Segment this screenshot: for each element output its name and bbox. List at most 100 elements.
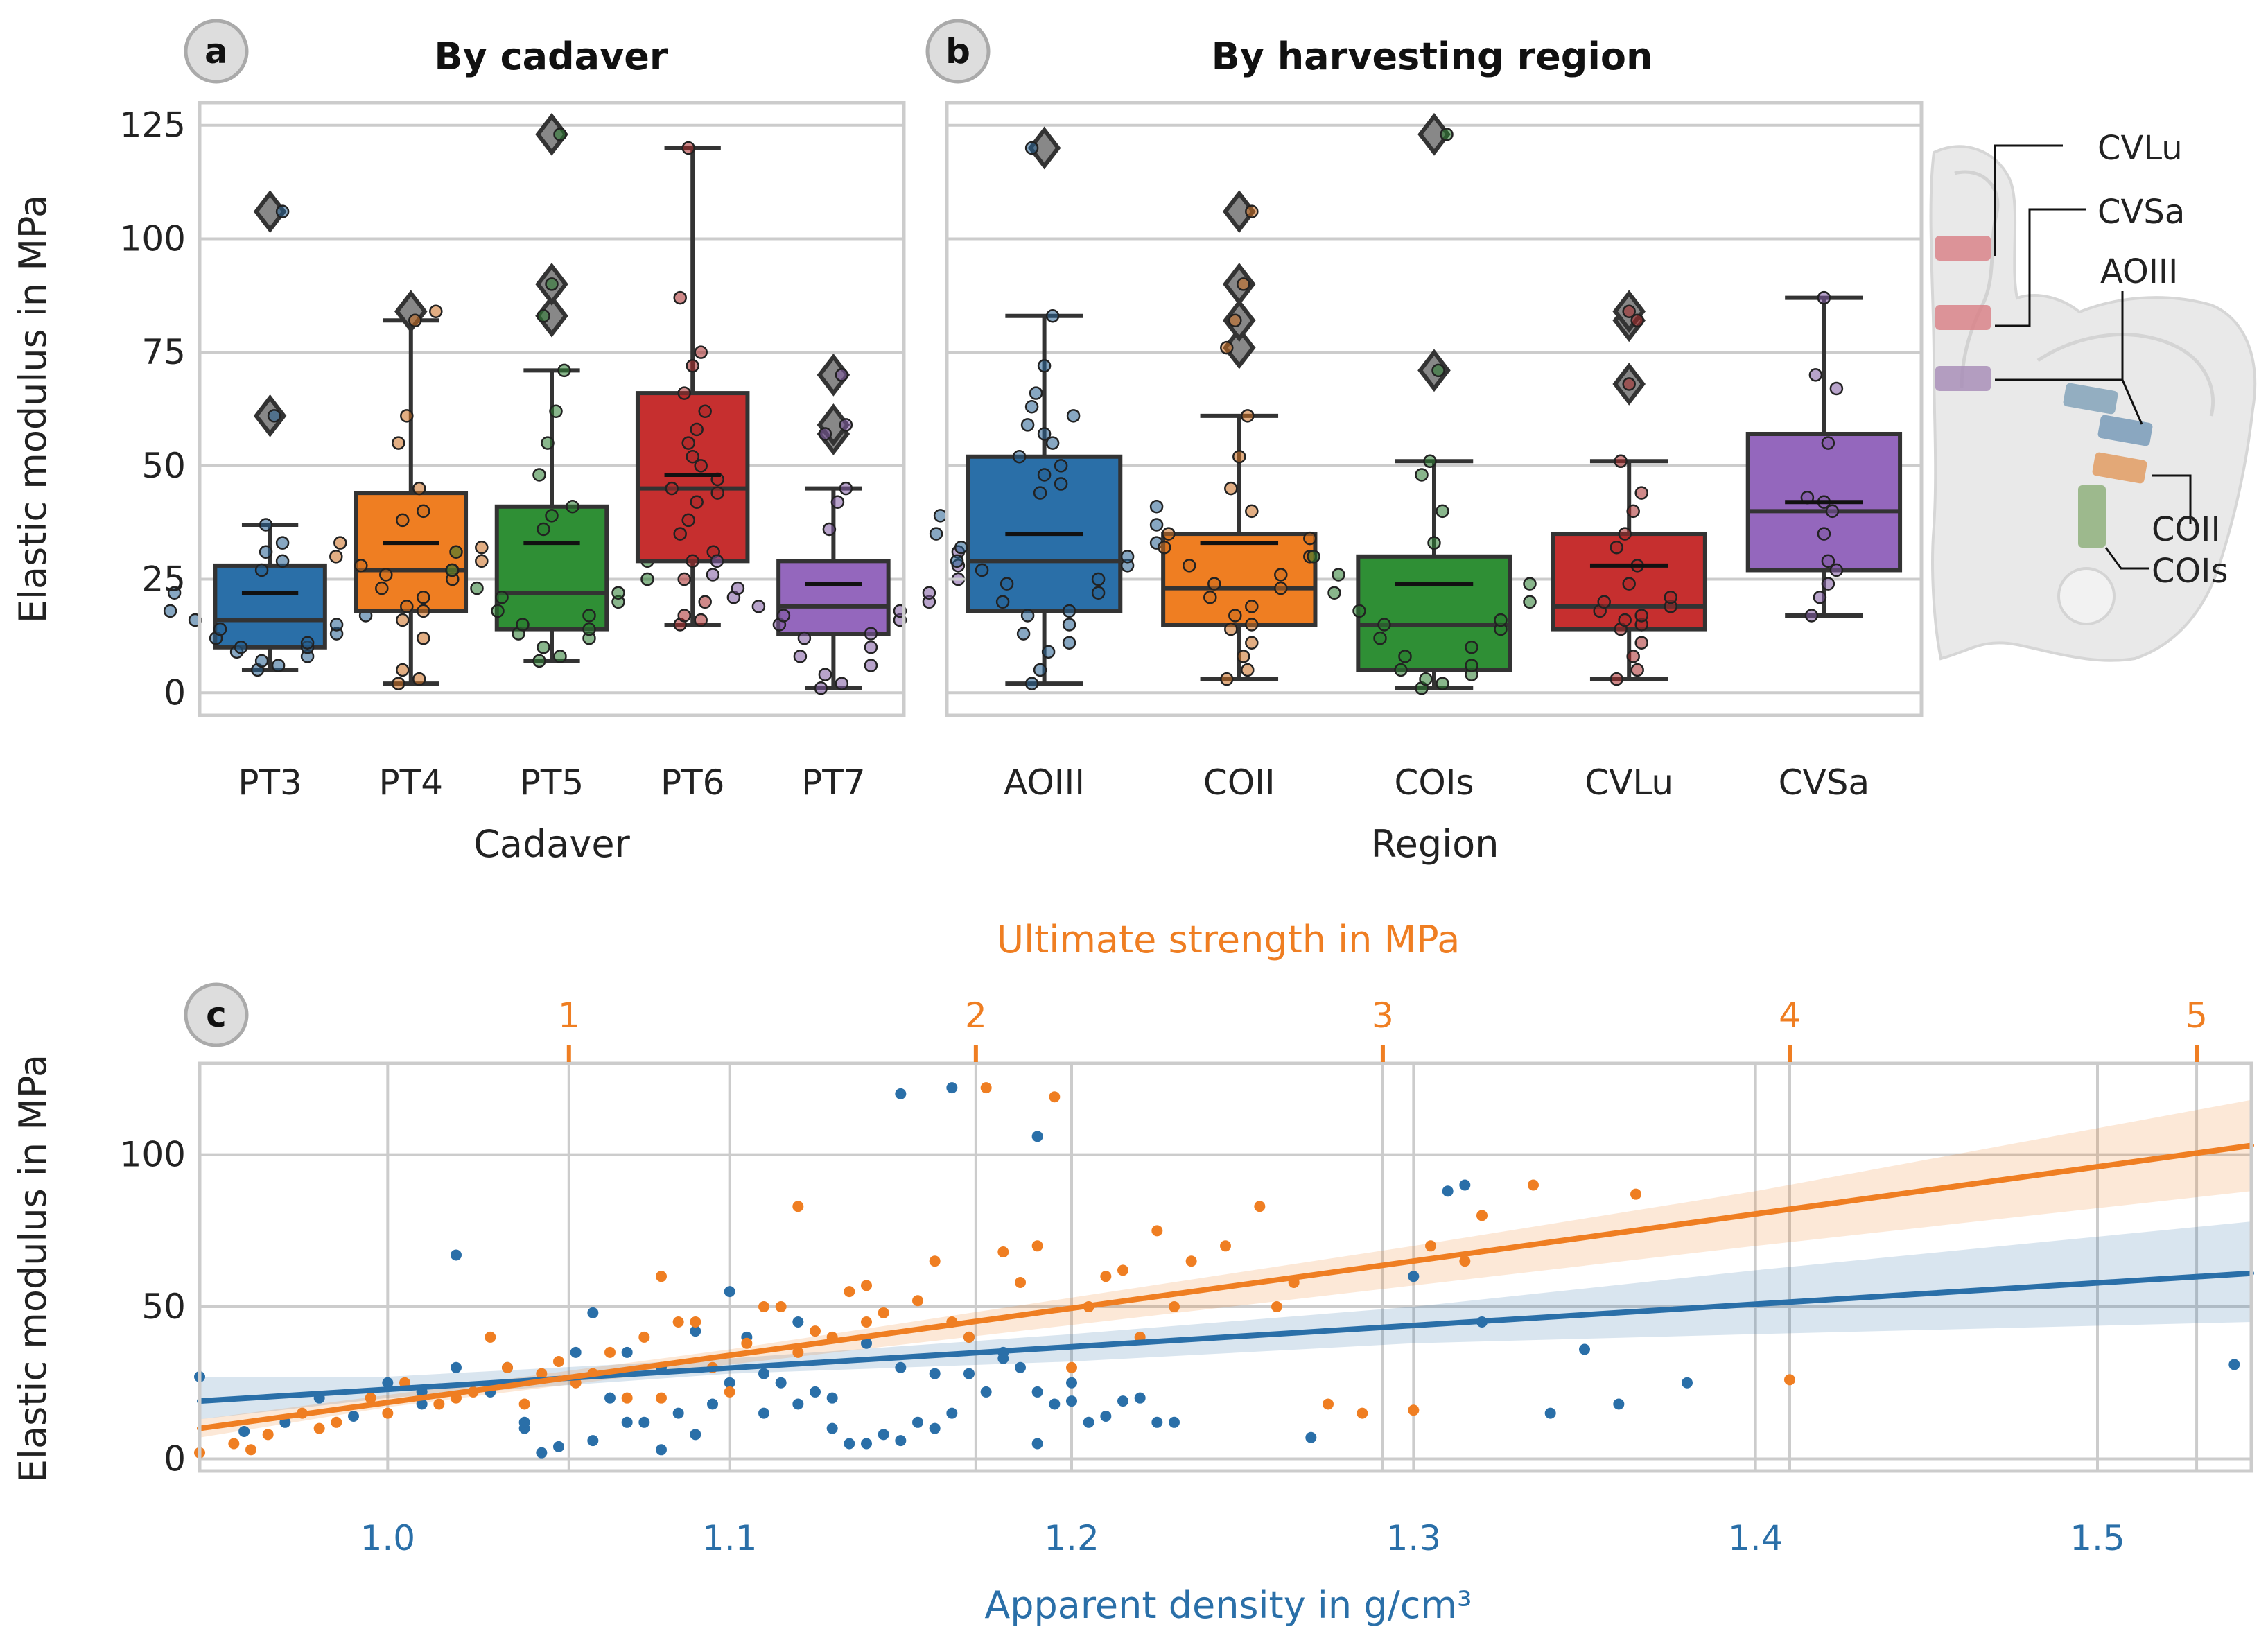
data-point (449, 545, 463, 559)
scatter-point (621, 1392, 633, 1404)
scatter-point (861, 1316, 872, 1328)
data-point (167, 586, 182, 600)
data-point (1054, 459, 1068, 473)
data-point (1012, 450, 1027, 464)
data-point (686, 359, 699, 373)
data-point (566, 500, 579, 514)
data-point (681, 513, 695, 528)
scatter-point (690, 1325, 701, 1337)
panel-b-badge (925, 19, 991, 84)
data-point (1332, 568, 1345, 582)
scatter-point (604, 1392, 616, 1404)
data-point (1091, 572, 1106, 586)
scatter-point (451, 1361, 462, 1373)
scatter-point (433, 1398, 445, 1410)
data-point (1245, 600, 1259, 613)
ytick-label-100: 100 (120, 218, 186, 259)
data-point (532, 468, 546, 482)
data-point (1033, 663, 1047, 677)
data-point (300, 636, 315, 650)
panel-c-top-xlabel: Ultimate strength in MPa (997, 918, 1460, 961)
outlier-diamond (394, 290, 428, 333)
panel-a-letter: a (204, 31, 228, 71)
data-point (1419, 672, 1433, 686)
scatter-point (946, 1082, 958, 1094)
annot-cois: COIs (2152, 552, 2228, 591)
scatter-point (1357, 1407, 1368, 1419)
panel-b: b By harvesting region AOIII COII COIs CVLu… (925, 19, 2257, 866)
outlier-diamond (1223, 190, 1256, 234)
data-point (686, 450, 699, 464)
scatter-point (1185, 1255, 1197, 1267)
data-point (1436, 677, 1449, 690)
data-point (797, 631, 812, 645)
data-point (1274, 568, 1288, 582)
data-point (1228, 313, 1242, 328)
scatter-point (2228, 1359, 2240, 1370)
scatter-point (1544, 1407, 1556, 1419)
scatter-point (1254, 1201, 1266, 1212)
scatter-point (758, 1368, 769, 1379)
data-point (545, 277, 559, 291)
data-point (1808, 368, 1823, 382)
data-point (408, 313, 422, 328)
data-point (1245, 504, 1259, 519)
series-points-strength (194, 1082, 1795, 1459)
data-point (1431, 363, 1445, 378)
scatter-point (365, 1392, 376, 1404)
xtick-label-1.4: 1.4 (1728, 1518, 1783, 1558)
data-point (1149, 500, 1164, 514)
data-point (1062, 604, 1076, 618)
scatter-point (587, 1307, 599, 1318)
data-point (922, 586, 936, 600)
data-point (1091, 586, 1106, 600)
data-point (835, 677, 849, 690)
panel-a-frame (198, 101, 906, 717)
data-point (1622, 577, 1636, 591)
scatter-point (485, 1331, 496, 1343)
data-point (814, 681, 828, 695)
scatter-point (792, 1398, 804, 1410)
data-point (470, 581, 484, 595)
panel-b-xlabel: Region (1371, 822, 1499, 866)
scatter-point (1169, 1416, 1180, 1428)
scatter-point (638, 1331, 650, 1343)
data-point (1029, 386, 1043, 400)
leader-cvsa (1995, 208, 2086, 327)
data-point (1245, 618, 1259, 632)
data-point (677, 386, 691, 400)
scatter-point (997, 1246, 1009, 1258)
data-point (417, 590, 430, 604)
scatter-point (621, 1416, 633, 1428)
scatter-point (929, 1255, 941, 1267)
data-point (1821, 436, 1835, 450)
leader-aoiii-b (2121, 379, 2143, 425)
top-tick-label-4: 4 (1779, 995, 1801, 1036)
xtick-label-1.3: 1.3 (1386, 1518, 1442, 1558)
top-tick-label-1: 1 (558, 995, 580, 1036)
box-iqr (494, 504, 609, 632)
data-point (864, 641, 878, 654)
data-point (1597, 595, 1611, 609)
data-point (640, 572, 654, 586)
data-point (1829, 381, 1844, 396)
panel-c: c Ultimate strength in MPa 0 50 100 1.0 1.1… (11, 918, 2254, 1627)
data-point (495, 590, 509, 604)
panel-b-boxes (929, 112, 1903, 695)
panel-b-xticks: AOIII COII COIs CVLu CVSa (1004, 763, 1869, 803)
data-point (776, 609, 791, 623)
xtick-label-pt4: PT4 (379, 763, 444, 803)
panel-b-title: By harvesting region (1212, 35, 1653, 78)
pelvis-illustration: CVLu CVSa AOIII COII COIs (1929, 129, 2257, 662)
box-coii (1158, 190, 1318, 686)
ytick-label-50: 50 (141, 446, 186, 486)
scatter-point (1408, 1404, 1420, 1416)
data-point (1427, 536, 1441, 550)
scatter-point (245, 1444, 256, 1456)
scatter-point (1408, 1271, 1420, 1282)
xtick-label-coii: COII (1203, 763, 1275, 803)
outlier-diamond (1418, 112, 1451, 156)
data-point (830, 495, 845, 509)
scatter-point (656, 1271, 667, 1282)
